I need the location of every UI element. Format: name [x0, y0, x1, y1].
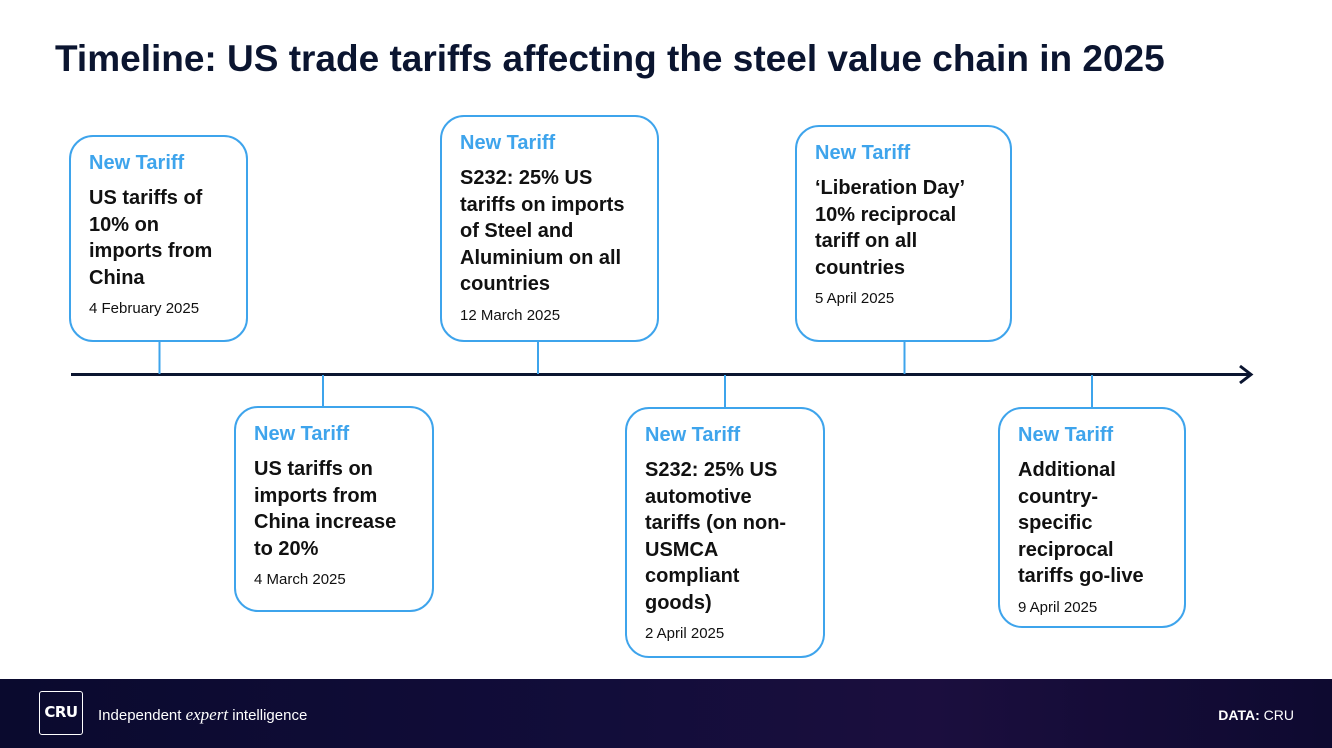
event-card-9-april: New Tariff Additional country-specific r… [998, 407, 1186, 628]
event-date: 9 April 2025 [1018, 598, 1098, 616]
event-date: 2 April 2025 [645, 625, 725, 642]
event-card-12-march: New Tariff S232: 25% US tariffs on impor… [440, 115, 659, 342]
event-card-4-march: New Tariff US tariffs on imports from Ch… [234, 406, 434, 612]
data-source: DATA: CRU [1218, 707, 1294, 723]
event-tag: New Tariff [815, 142, 911, 164]
event-card-4-february: New Tariff US tariffs of 10% on imports … [69, 135, 248, 342]
source-value: CRU [1259, 707, 1294, 723]
event-tag: New Tariff [89, 152, 185, 174]
event-tag: New Tariff [1018, 424, 1114, 446]
event-tag: New Tariff [645, 424, 741, 446]
page-title: Timeline: US trade tariffs affecting the… [55, 38, 1165, 79]
event-description: Additional country-specific reciprocal t… [1018, 459, 1144, 587]
event-card-5-april: New Tariff ‘Liberation Day’ 10% reciproc… [795, 125, 1012, 342]
event-date: 4 March 2025 [254, 571, 346, 588]
event-description: S232: 25% US automotive tariffs (on non-… [645, 459, 787, 614]
tagline-start: Independent [98, 707, 186, 724]
event-date: 4 February 2025 [89, 300, 200, 317]
event-card-2-april: New Tariff S232: 25% US automotive tarif… [625, 407, 825, 658]
tagline-end: intelligence [228, 707, 308, 724]
event-description: US tariffs of 10% on imports from China [89, 187, 213, 289]
cru-logo: CRU [39, 691, 83, 735]
event-date: 5 April 2025 [815, 290, 895, 307]
event-description: ‘Liberation Day’ 10% reciprocal tariff o… [815, 177, 964, 279]
footer-bar: CRU Independent expert intelligence DATA… [0, 679, 1332, 748]
source-label: DATA: [1218, 707, 1260, 723]
brand-tagline: Independent expert intelligence [98, 705, 307, 725]
timeline-arrowhead [1239, 364, 1254, 385]
event-date: 12 March 2025 [460, 306, 561, 324]
tagline-emphasis: expert [185, 705, 229, 724]
event-description: US tariffs on imports from China increas… [254, 458, 397, 560]
event-tag: New Tariff [460, 132, 556, 154]
event-tag: New Tariff [254, 423, 350, 445]
event-description: S232: 25% US tariffs on imports of Steel… [460, 167, 625, 295]
